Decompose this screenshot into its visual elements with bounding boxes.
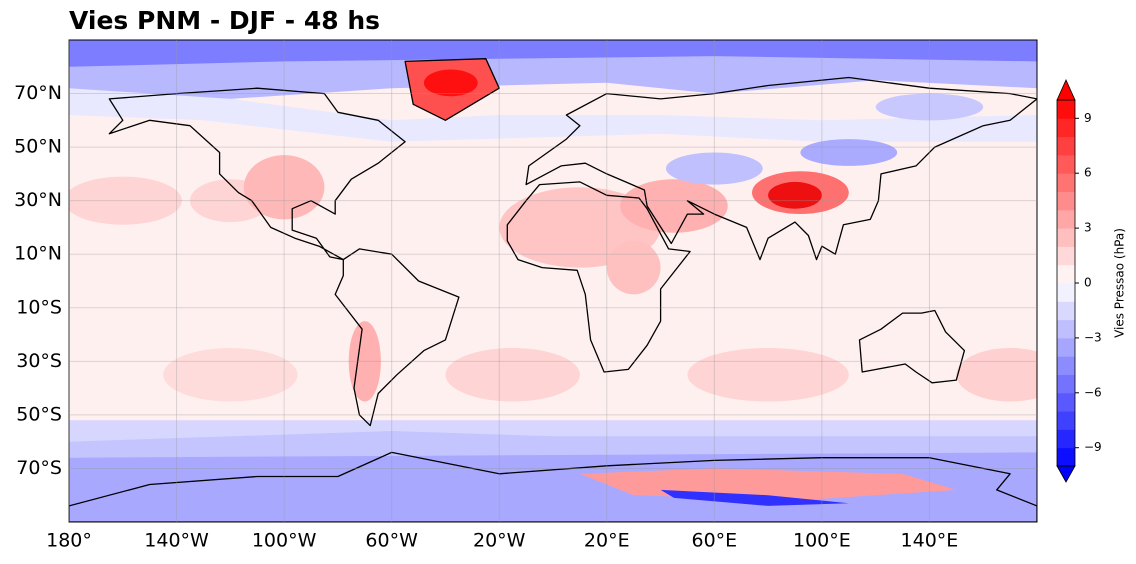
bias-patch xyxy=(445,347,580,402)
colorbar-tick-label: −6 xyxy=(1084,385,1102,399)
colorbar-tick-label: 6 xyxy=(1084,166,1092,180)
colorbar-band xyxy=(1057,411,1075,430)
x-tick-label: 60°E xyxy=(691,530,737,552)
colorbar-band xyxy=(1057,447,1075,467)
colorbar-band xyxy=(1057,392,1075,412)
bias-patch xyxy=(606,240,661,295)
colorbar-band xyxy=(1057,356,1075,375)
x-tick-label: 100°W xyxy=(252,530,317,552)
map-frame xyxy=(68,39,1038,523)
colorbar-band xyxy=(1057,118,1075,138)
coastline xyxy=(69,451,1037,522)
y-tick-label: 10°S xyxy=(16,296,62,318)
bias-patch xyxy=(660,489,849,506)
bias-patch xyxy=(665,152,763,185)
bias-patch xyxy=(163,347,298,402)
colorbar-band xyxy=(1057,337,1075,357)
bias-patch xyxy=(69,431,1037,458)
colorbar-tick-label: 9 xyxy=(1084,111,1092,125)
bias-patch xyxy=(348,321,381,402)
colorbar-band xyxy=(1057,173,1075,192)
colorbar-band xyxy=(1057,228,1075,247)
colorbar-band xyxy=(1057,191,1075,211)
colorbar-extend-min xyxy=(1056,465,1076,483)
x-tick-label: 140°W xyxy=(144,530,209,552)
y-tick-label: 50°N xyxy=(14,136,62,158)
y-tick-label: 30°N xyxy=(14,189,62,211)
colorbar-label: Vies Pressao (hPa) xyxy=(1113,228,1127,338)
coastline xyxy=(506,181,691,373)
y-tick-label: 70°N xyxy=(14,82,62,104)
coastline xyxy=(525,76,1037,261)
colorbar-band xyxy=(1057,136,1075,156)
colorbar-band xyxy=(1057,319,1075,339)
y-tick-label: 30°S xyxy=(16,350,62,372)
bias-patch xyxy=(423,69,478,97)
y-tick-label: 10°N xyxy=(14,243,62,265)
bias-patch xyxy=(69,176,182,225)
colorbar-band xyxy=(1057,429,1075,449)
colorbar-band xyxy=(1057,154,1075,174)
colorbar-band xyxy=(1057,246,1075,266)
x-tick-label: 180° xyxy=(46,530,92,552)
colorbar-band xyxy=(1057,209,1075,229)
bias-patch xyxy=(69,40,1037,67)
x-tick-label: 20°W xyxy=(473,530,526,552)
x-tick-label: 20°E xyxy=(584,530,630,552)
bias-patch xyxy=(620,179,728,233)
colorbar-band xyxy=(1057,283,1075,302)
x-tick-label: 60°W xyxy=(365,530,418,552)
y-tick-label: 70°S xyxy=(16,457,62,479)
coastline xyxy=(334,248,460,427)
colorbar-tick-label: 3 xyxy=(1084,221,1092,235)
x-tick-label: 140°E xyxy=(901,530,959,552)
colorbar-tick-label: −9 xyxy=(1084,440,1102,454)
colorbar-tick-label: −3 xyxy=(1084,330,1102,344)
bias-patch xyxy=(687,347,849,402)
map-title: Vies PNM - DJF - 48 hs xyxy=(69,6,380,35)
colorbar-band xyxy=(1057,264,1075,284)
bias-patch xyxy=(69,88,1037,142)
bias-patch xyxy=(800,139,898,166)
map-field xyxy=(69,40,1037,522)
coastline xyxy=(108,87,406,261)
colorbar-band xyxy=(1057,301,1075,321)
colorbar-band xyxy=(1057,100,1075,119)
bias-patch xyxy=(956,347,1037,402)
colorbar-tick-label: 0 xyxy=(1084,276,1092,290)
y-tick-label: 50°S xyxy=(16,403,62,425)
coastline xyxy=(858,309,966,384)
colorbar-extend-max xyxy=(1056,79,1076,101)
x-tick-label: 100°E xyxy=(793,530,851,552)
coastline xyxy=(404,58,500,121)
colorbar-band xyxy=(1057,374,1075,394)
bias-patch xyxy=(768,181,822,209)
bias-patch xyxy=(875,93,984,121)
